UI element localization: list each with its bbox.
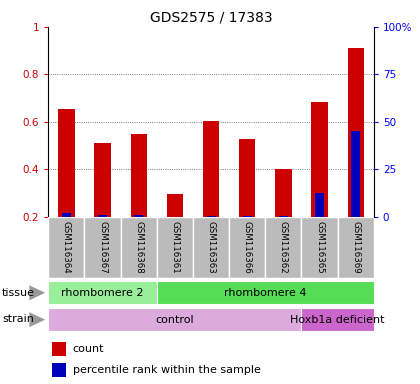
Text: GSM116366: GSM116366 — [243, 221, 252, 274]
Bar — [311, 102, 328, 217]
Text: GSM116367: GSM116367 — [98, 221, 107, 274]
Bar — [52, 363, 66, 377]
Polygon shape — [29, 312, 45, 327]
Text: strain: strain — [2, 314, 34, 324]
Bar — [94, 143, 111, 217]
Bar — [62, 214, 71, 217]
Text: control: control — [155, 314, 194, 325]
Bar — [243, 216, 252, 217]
Text: GSM116364: GSM116364 — [62, 221, 71, 274]
Bar — [98, 215, 107, 217]
Title: GDS2575 / 17383: GDS2575 / 17383 — [150, 10, 272, 24]
FancyBboxPatch shape — [265, 217, 302, 278]
FancyBboxPatch shape — [121, 217, 157, 278]
FancyBboxPatch shape — [48, 217, 84, 278]
Text: GSM116361: GSM116361 — [171, 221, 179, 274]
Bar — [239, 139, 255, 217]
Text: GSM116368: GSM116368 — [134, 221, 143, 274]
Text: rhombomere 4: rhombomere 4 — [224, 288, 307, 298]
Text: GSM116362: GSM116362 — [279, 221, 288, 274]
Text: GSM116365: GSM116365 — [315, 221, 324, 274]
Text: GSM116369: GSM116369 — [351, 221, 360, 274]
Bar — [275, 169, 291, 217]
FancyBboxPatch shape — [48, 281, 157, 304]
FancyBboxPatch shape — [229, 217, 265, 278]
Text: percentile rank within the sample: percentile rank within the sample — [73, 365, 260, 375]
Bar — [348, 48, 364, 217]
Bar — [134, 215, 143, 217]
Text: GSM116363: GSM116363 — [207, 221, 215, 274]
FancyBboxPatch shape — [193, 217, 229, 278]
Bar — [207, 216, 215, 217]
Bar — [131, 134, 147, 217]
Polygon shape — [29, 285, 45, 300]
Text: count: count — [73, 344, 104, 354]
Text: rhombomere 2: rhombomere 2 — [61, 288, 144, 298]
Bar — [315, 193, 324, 217]
Bar — [203, 121, 219, 217]
FancyBboxPatch shape — [48, 308, 302, 331]
Text: tissue: tissue — [2, 288, 35, 298]
Bar — [279, 216, 288, 217]
FancyBboxPatch shape — [302, 217, 338, 278]
FancyBboxPatch shape — [338, 217, 374, 278]
FancyBboxPatch shape — [157, 217, 193, 278]
FancyBboxPatch shape — [302, 308, 374, 331]
Bar — [58, 109, 74, 217]
Bar — [167, 194, 183, 217]
Bar — [351, 131, 360, 217]
Bar — [52, 342, 66, 356]
FancyBboxPatch shape — [157, 281, 374, 304]
Text: Hoxb1a deficient: Hoxb1a deficient — [290, 314, 385, 325]
FancyBboxPatch shape — [84, 217, 121, 278]
